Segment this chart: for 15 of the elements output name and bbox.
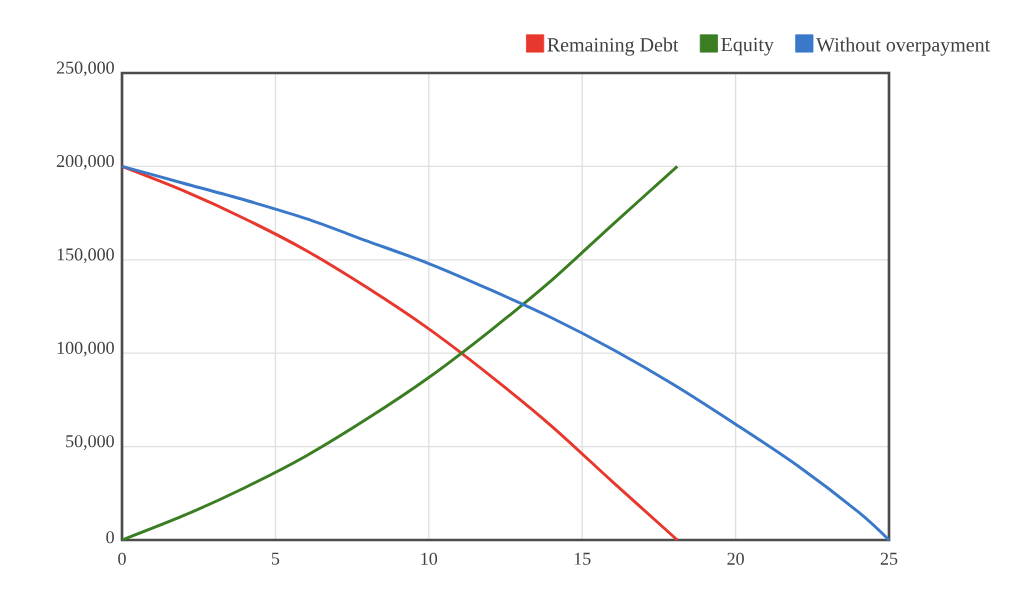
x-tick-label: 10 [421,552,438,565]
x-tick-label: 5 [271,552,280,565]
x-tick-label: 0 [118,552,126,565]
x-tick-label: 20 [727,552,744,565]
legend-label: Equity [721,37,774,56]
y-tick-label: 200,000 [56,154,114,170]
y-tick-label: 250,000 [56,61,114,77]
legend-label: Remaining Debt [547,37,679,56]
y-tick-label: 150,000 [57,248,114,264]
legend-label: Without overpayment [816,37,991,56]
x-tick-label: 15 [574,552,591,565]
y-tick-label: 100,000 [57,341,114,357]
y-tick-label: 50,000 [66,435,114,450]
x-tick-label: 25 [880,552,898,565]
y-tick-label: 0 [106,531,114,544]
